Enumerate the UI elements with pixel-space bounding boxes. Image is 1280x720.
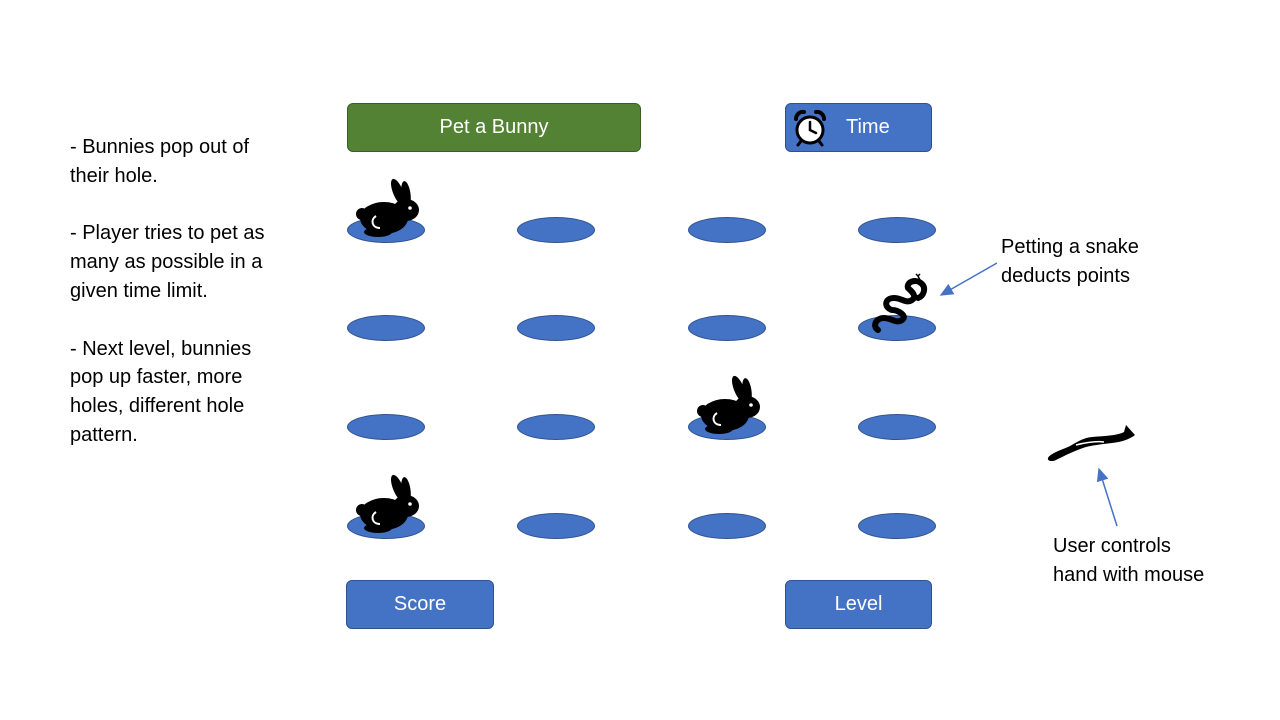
description-notes: - Bunnies pop out of their hole. - Playe…: [70, 133, 270, 479]
snake-icon[interactable]: [872, 273, 934, 336]
hand-annotation-line-2: hand with mouse: [1053, 563, 1205, 586]
game-title: Pet a Bunny: [439, 116, 549, 138]
hand-arrow: [1096, 467, 1118, 527]
snake-annotation: Petting a snake deducts points: [1001, 233, 1139, 291]
time-label: Time: [846, 116, 890, 138]
bunny-icon[interactable]: [695, 375, 763, 435]
hole-r3-c2[interactable]: [517, 414, 595, 440]
score-label: Score: [393, 593, 447, 615]
snake-annotation-line-2: deducts points: [1001, 264, 1130, 287]
hole-r3-c4[interactable]: [858, 414, 936, 440]
game-title-banner: Pet a Bunny: [347, 103, 641, 152]
note-bunnies-pop: - Bunnies pop out of their hole.: [70, 136, 250, 187]
hole-r3-c1[interactable]: [347, 414, 425, 440]
note-player-goal: - Player tries to pet as many as possibl…: [70, 222, 265, 302]
bunny-icon[interactable]: [354, 178, 422, 238]
note-next-level: - Next level, bunnies pop up faster, mor…: [70, 337, 252, 446]
snake-arrow: [939, 262, 998, 296]
hole-r2-c2[interactable]: [517, 315, 595, 341]
hand-annotation-line-1: User controls: [1053, 535, 1171, 557]
hole-r1-c4[interactable]: [858, 217, 936, 243]
hole-r4-c3[interactable]: [688, 513, 766, 539]
score-display: Score: [346, 580, 494, 629]
time-display: Time: [785, 103, 932, 152]
hole-r1-c3[interactable]: [688, 217, 766, 243]
snake-annotation-line-1: Petting a snake: [1001, 236, 1139, 258]
hand-annotation: User controls hand with mouse: [1053, 532, 1204, 590]
hand-icon[interactable]: [1046, 423, 1136, 463]
hole-r1-c2[interactable]: [517, 217, 595, 243]
hole-r4-c2[interactable]: [517, 513, 595, 539]
hole-r4-c4[interactable]: [858, 513, 936, 539]
bunny-icon[interactable]: [354, 474, 422, 534]
alarm-clock-icon: [792, 109, 828, 147]
level-label: Level: [834, 593, 883, 615]
hole-r2-c1[interactable]: [347, 315, 425, 341]
level-display: Level: [785, 580, 932, 629]
hole-r2-c3[interactable]: [688, 315, 766, 341]
